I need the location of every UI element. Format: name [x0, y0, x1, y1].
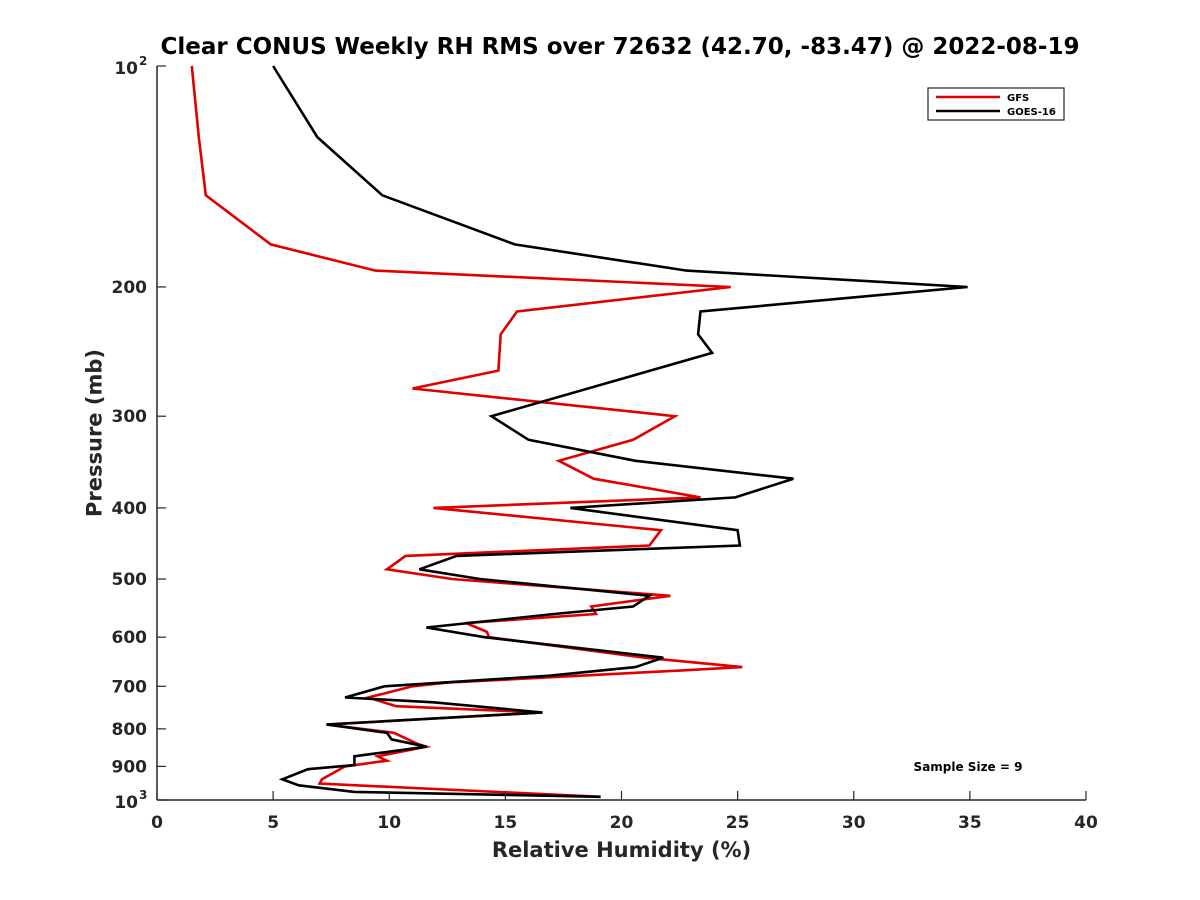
chart-title: Clear CONUS Weekly RH RMS over 72632 (42…: [161, 34, 1080, 60]
x-tick-label: 0: [151, 813, 163, 833]
series-layer: [190, 65, 968, 799]
series-line-goes-16: [271, 65, 968, 799]
y-tick-label: 500: [112, 570, 148, 590]
y-tick-label: 10: [114, 793, 138, 813]
legend-box: [927, 87, 1065, 121]
y-tick-label: 600: [112, 628, 148, 648]
x-tick-label: 20: [610, 813, 634, 833]
x-tick-label: 10: [377, 813, 401, 833]
y-tick-exponent: 2: [139, 54, 147, 68]
series-line-gfs: [190, 65, 743, 799]
x-tick-label: 40: [1074, 813, 1098, 833]
sample-size-annotation: Sample Size = 9: [914, 760, 1023, 774]
x-axis-label: Relative Humidity (%): [492, 838, 751, 862]
legend-label: GOES-16: [1007, 107, 1056, 118]
x-tick-label: 35: [958, 813, 982, 833]
y-tick-label: 400: [112, 499, 148, 519]
x-tick-label: 30: [842, 813, 866, 833]
x-tick-label: 15: [494, 813, 518, 833]
y-tick-label: 200: [112, 278, 148, 298]
legend-label: GFS: [1007, 93, 1029, 104]
y-tick-label: 300: [112, 407, 148, 427]
y-tick-label: 900: [112, 757, 148, 777]
y-tick-exponent: 3: [139, 788, 147, 802]
y-tick-label: 700: [112, 677, 148, 697]
y-tick-label: 10: [114, 59, 138, 79]
legend: GFS GOES-16: [927, 87, 1065, 121]
x-tick-label: 5: [267, 813, 279, 833]
x-tick-label: 25: [726, 813, 750, 833]
y-tick-label: 800: [112, 720, 148, 740]
y-axis-label: Pressure (mb): [82, 349, 106, 517]
